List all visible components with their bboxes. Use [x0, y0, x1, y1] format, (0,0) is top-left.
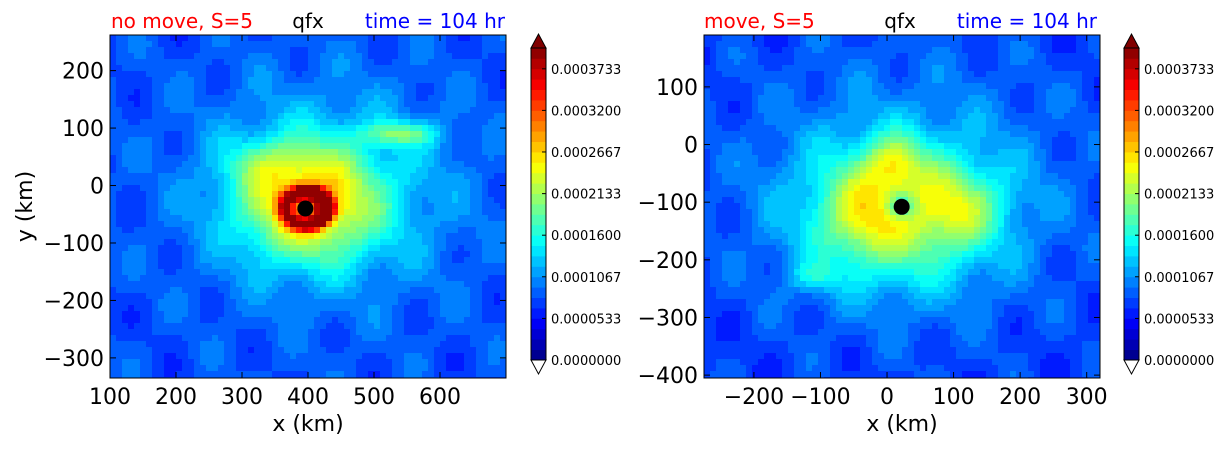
- colorbar-tick-label: 0.0002133: [1144, 188, 1214, 203]
- y-tick-label: −100: [638, 191, 698, 216]
- y-tick-label: 0: [90, 175, 104, 200]
- colorbar-tick-label: 0.0000000: [551, 354, 621, 369]
- storm-center-marker: [297, 201, 313, 217]
- title-left: no move, S=5: [111, 9, 253, 33]
- colorbar-tick-label: 0.0001067: [1144, 271, 1214, 286]
- x-axis-label: x (km): [866, 412, 937, 437]
- x-tick-label: 0: [880, 385, 894, 410]
- colorbar-tick-label: 0.0002667: [1144, 146, 1214, 161]
- y-tick-label: −200: [44, 289, 104, 314]
- colorbar-extend-min-arrow: [1124, 360, 1139, 374]
- y-tick-label: −200: [638, 249, 698, 274]
- x-tick-label: 500: [353, 385, 395, 410]
- x-tick-label: −200: [724, 385, 784, 410]
- x-tick-label: 100: [933, 385, 975, 410]
- y-axis-label: y (km): [13, 171, 38, 242]
- x-tick-label: 100: [89, 385, 131, 410]
- y-tick-label: 200: [62, 60, 104, 85]
- x-tick-label: 200: [999, 385, 1041, 410]
- x-tick-label: 400: [287, 385, 329, 410]
- colorbar-tick-label: 0.0003200: [1144, 104, 1214, 119]
- colorbar-tick-label: 0.0003733: [551, 63, 621, 78]
- x-tick-label: 300: [221, 385, 263, 410]
- y-tick-label: −400: [638, 364, 698, 389]
- title-left: move, S=5: [704, 9, 815, 33]
- storm-center-marker: [894, 199, 910, 215]
- colorbar-tick-label: 0.0002133: [551, 188, 621, 203]
- title-center: qfx: [884, 9, 916, 33]
- colorbar-tick-label: 0.0000533: [1144, 312, 1214, 327]
- colorbar-tick-label: 0.0001067: [551, 271, 621, 286]
- x-tick-label: 300: [1066, 385, 1108, 410]
- colorbar: 0.0000000 0.0000533 0.0001067 0.0001600 0.00…: [531, 34, 621, 374]
- colorbar-tick-label: 0.0000000: [1144, 354, 1214, 369]
- y-tick-label: −300: [44, 347, 104, 372]
- title-right: time = 104 hr: [365, 9, 506, 33]
- colorbar: 0.0000000 0.0000533 0.0001067 0.0001600 0.00…: [1124, 34, 1214, 374]
- y-tick-label: 100: [656, 76, 698, 101]
- x-tick-label: 200: [155, 385, 197, 410]
- colorbar-extend-max-arrow: [1124, 34, 1139, 48]
- colorbar-extend-max-arrow: [531, 34, 546, 48]
- y-tick-label: 100: [62, 117, 104, 142]
- y-tick-label: −100: [44, 232, 104, 257]
- x-tick-label: −100: [790, 385, 850, 410]
- y-tick-label: 0: [684, 134, 698, 159]
- colorbar-tick-label: 0.0002667: [551, 146, 621, 161]
- title-center: qfx: [292, 9, 324, 33]
- colorbar-tick-label: 0.0001600: [1144, 229, 1214, 244]
- colorbar-tick-label: 0.0001600: [551, 229, 621, 244]
- title-right: time = 104 hr: [957, 9, 1098, 33]
- y-tick-label: −300: [638, 306, 698, 331]
- colorbar-tick-label: 0.0003733: [1144, 63, 1214, 78]
- x-tick-label: 600: [419, 385, 461, 410]
- colorbar-tick-label: 0.0000533: [551, 312, 621, 327]
- x-axis-label: x (km): [272, 412, 343, 437]
- colorbar-extend-min-arrow: [531, 360, 546, 374]
- colorbar-tick-label: 0.0003200: [551, 104, 621, 119]
- chart-panel-1: 100 200 300 400 500 600 200 100 0 −100 −200 −300 x (…: [13, 9, 621, 437]
